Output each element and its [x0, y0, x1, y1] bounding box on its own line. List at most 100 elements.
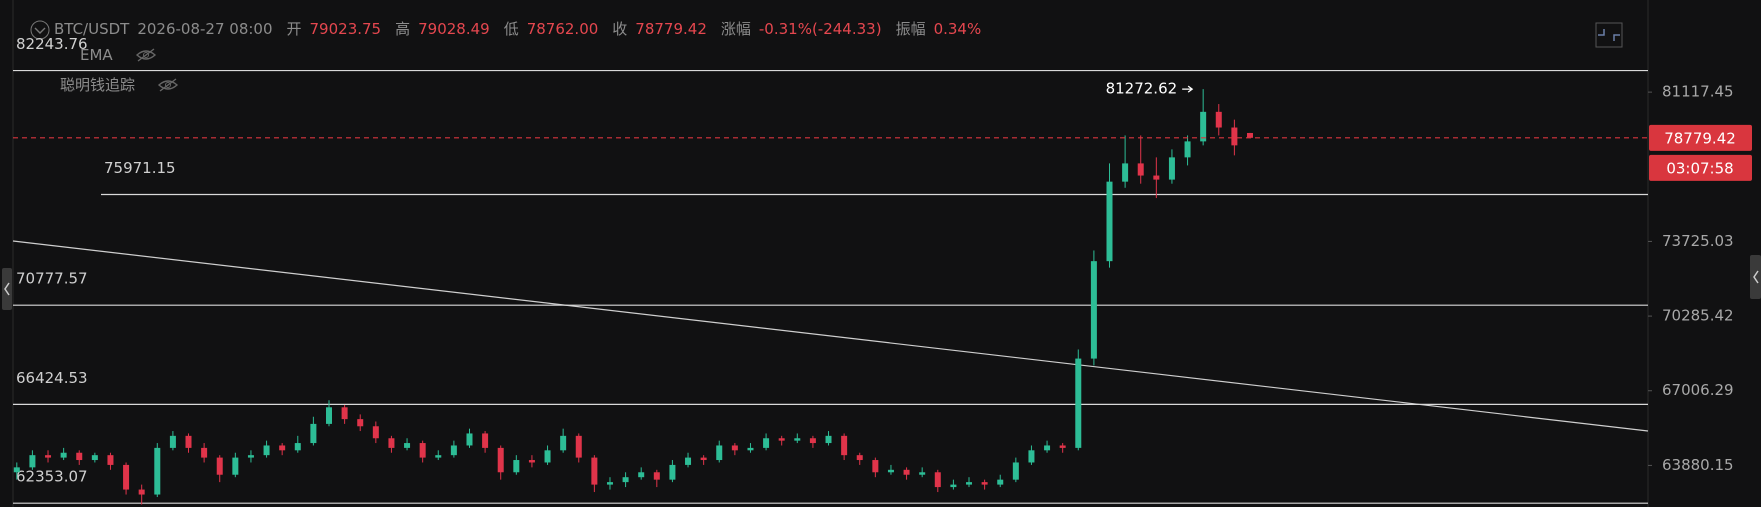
level-label: 66424.53 — [16, 369, 88, 387]
candle-body — [76, 452, 83, 461]
candle-body — [653, 472, 660, 480]
candle-body — [716, 445, 723, 461]
candle-body — [1246, 132, 1253, 138]
candle-body — [1153, 175, 1160, 180]
candle-body — [606, 482, 613, 485]
candle-body — [60, 452, 67, 458]
candle-body — [856, 455, 863, 461]
candle-body — [513, 460, 520, 473]
candle-body — [778, 438, 785, 441]
candle-body — [107, 455, 114, 465]
time: 2026-08-27 08:00 — [137, 19, 273, 38]
right-handle[interactable] — [1750, 255, 1761, 299]
field-value: 79023.75 — [309, 19, 382, 38]
candle-body — [794, 438, 801, 441]
candle-body — [13, 467, 20, 473]
candle-body — [934, 472, 941, 488]
y-tick-label: 70285.42 — [1662, 307, 1734, 325]
candle-body — [91, 455, 98, 461]
candle-body — [388, 438, 395, 448]
candle-body — [310, 423, 317, 444]
field-value: 78779.42 — [635, 19, 707, 38]
candle-body — [1168, 157, 1175, 180]
right-handle-arrow — [1753, 270, 1759, 284]
field-value: 79028.49 — [418, 19, 490, 38]
candle-body — [1200, 111, 1207, 142]
candle-body — [841, 435, 848, 456]
indicator-row: EMA — [60, 46, 157, 64]
countdown: 03:07:58 — [1666, 159, 1733, 177]
field-value: -0.31%(-244.33) — [758, 19, 882, 38]
candle-body — [279, 445, 286, 451]
candle-body — [981, 482, 988, 485]
field-label: 低 — [503, 20, 519, 38]
candle-body — [872, 460, 879, 473]
high-arrow — [1182, 85, 1194, 93]
candle-body — [809, 438, 816, 444]
candle-body — [591, 457, 598, 485]
indicator-name: EMA — [80, 46, 113, 64]
candle-body — [497, 447, 504, 473]
candle-body — [528, 460, 535, 463]
candle-body — [1012, 462, 1019, 480]
candle-body — [466, 433, 473, 446]
candle-body — [154, 447, 161, 495]
field-value: 78762.00 — [526, 19, 599, 38]
expand-frame — [1595, 22, 1623, 48]
candle-body — [169, 435, 176, 448]
candle-body — [1044, 445, 1051, 451]
y-tick-label: 81117.45 — [1662, 83, 1734, 101]
candle-body — [669, 464, 676, 480]
y-tick-label: 67006.29 — [1662, 381, 1734, 399]
candle-body — [747, 447, 754, 451]
eye-icon[interactable] — [135, 48, 157, 62]
candle-body — [685, 457, 692, 465]
candle-body — [560, 435, 567, 451]
field-label: 高 — [395, 20, 411, 38]
field-label: 收 — [612, 20, 628, 38]
candle-body — [638, 472, 645, 478]
field-label: 振幅 — [895, 20, 926, 38]
candle-body — [887, 469, 894, 473]
indicator-row: 聪明钱追踪 — [60, 74, 179, 95]
candle-body — [1090, 261, 1097, 359]
candle-body — [1028, 450, 1035, 463]
collapse-icon[interactable] — [30, 20, 50, 40]
candle-body — [232, 457, 239, 475]
level-label: 82243.76 — [16, 35, 88, 53]
countdown-box — [1649, 154, 1752, 181]
high-label: 81272.62 — [1106, 80, 1178, 98]
candle-body — [294, 443, 301, 451]
candle-body — [950, 484, 957, 488]
candle-body — [700, 457, 707, 461]
field-value: 0.34% — [933, 19, 982, 38]
level-label: 70777.57 — [16, 270, 88, 288]
candle-body — [1075, 358, 1082, 448]
last-price-label: 78779.42 — [1664, 129, 1736, 147]
candle-body — [185, 435, 192, 448]
symbol: BTC/USDT — [54, 19, 130, 38]
expand-icon[interactable] — [1595, 22, 1623, 48]
trend-line — [12, 240, 1649, 432]
candle-body — [1059, 445, 1066, 448]
candle-body — [903, 469, 910, 475]
expand-glyph — [1598, 29, 1620, 41]
candle-body — [45, 455, 52, 458]
candle-body — [341, 407, 348, 420]
level-label: 62353.07 — [16, 468, 88, 486]
candle-body — [372, 426, 379, 439]
left-handle[interactable] — [2, 268, 12, 310]
eye-icon[interactable] — [157, 77, 179, 92]
candle-body — [357, 419, 364, 427]
left-handle-arrow — [4, 282, 10, 296]
candle-body — [622, 477, 629, 483]
candle-body — [1231, 127, 1238, 146]
candle-body — [1122, 163, 1129, 182]
candle-body — [435, 455, 442, 458]
candle-body — [29, 455, 36, 468]
candle-body — [419, 443, 426, 458]
candle-body — [919, 472, 926, 475]
field-label: 开 — [286, 20, 302, 38]
y-tick-label: 63880.15 — [1662, 456, 1734, 474]
